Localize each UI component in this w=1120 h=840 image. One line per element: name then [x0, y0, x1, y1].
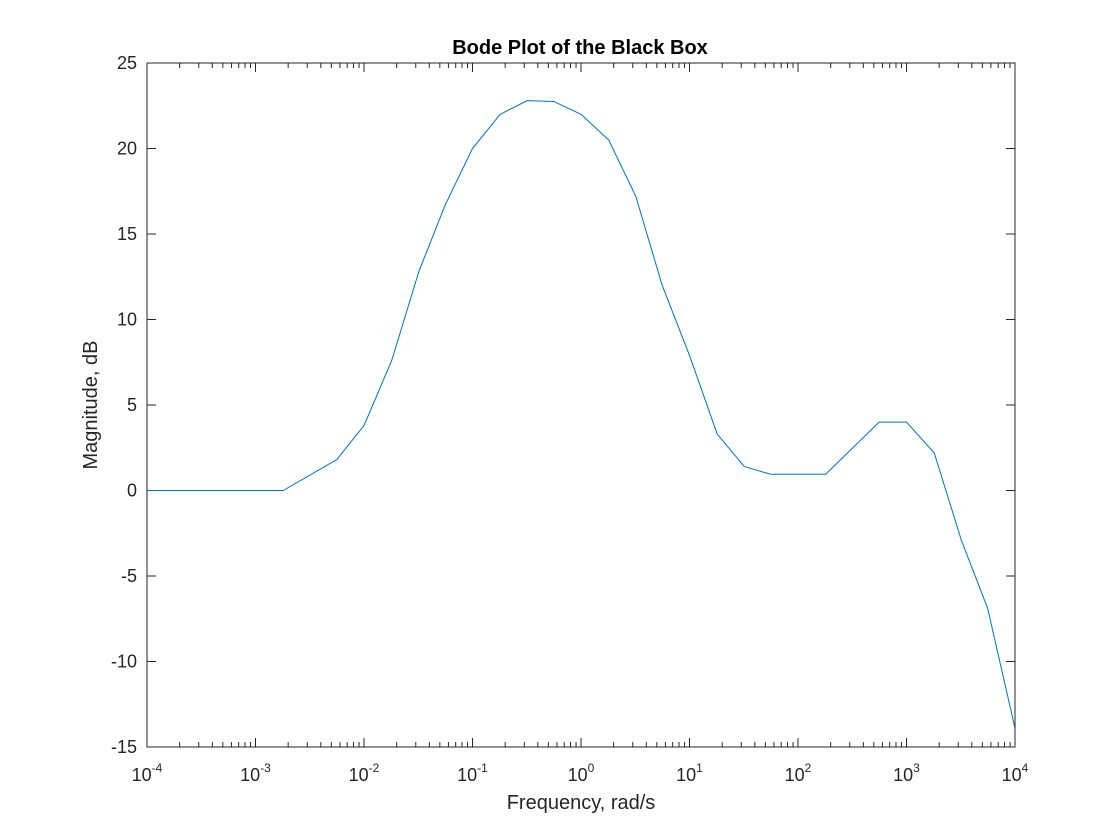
x-tick-label: 10-4 — [132, 761, 163, 785]
x-tick-exponent: 2 — [805, 761, 812, 775]
x-tick-exponent: 0 — [588, 761, 595, 775]
x-tick-base: 10 — [240, 765, 260, 785]
x-tick-base: 10 — [676, 765, 696, 785]
x-tick-label: 104 — [1002, 761, 1029, 785]
series-layer — [147, 100, 1016, 729]
x-tick-base: 10 — [893, 765, 913, 785]
y-tick-label: 20 — [117, 139, 137, 159]
y-tick-label: -15 — [111, 737, 137, 757]
plot-area — [147, 63, 1015, 747]
x-tick-base: 10 — [457, 765, 477, 785]
x-tick-label: 100 — [568, 761, 595, 785]
x-tick-base: 10 — [1002, 765, 1022, 785]
x-tick-exponent: -1 — [477, 761, 488, 775]
x-tick-exponent: -4 — [152, 761, 163, 775]
chart-title: Bode Plot of the Black Box — [452, 37, 708, 59]
x-tick-exponent: -2 — [369, 761, 380, 775]
x-tick-exponent: 3 — [913, 761, 920, 775]
y-tick-label: 10 — [117, 310, 137, 330]
y-tick-label: -10 — [111, 652, 137, 672]
y-tick-label: 5 — [127, 395, 137, 415]
x-minor-ticks — [179, 63, 1011, 747]
x-tick-label: 10-2 — [349, 761, 380, 785]
x-tick-label: 101 — [676, 761, 703, 785]
x-tick-label: 103 — [893, 761, 920, 785]
x-tick-labels: 10-4 10-3 10-2 10-1 100 101 102 103 104 — [132, 761, 1029, 785]
y-tick-label: 15 — [117, 224, 137, 244]
x-axis-title: Frequency, rad/s — [507, 792, 656, 814]
y-tick-label: 25 — [117, 53, 137, 73]
y-axis-title: Magnitude, dB — [80, 341, 102, 470]
x-tick-exponent: 1 — [696, 761, 703, 775]
axes-box — [146, 62, 1016, 748]
x-tick-base: 10 — [349, 765, 369, 785]
magnitude-line — [147, 100, 1016, 729]
x-tick-base: 10 — [785, 765, 805, 785]
x-tick-base: 10 — [568, 765, 588, 785]
y-tick-label: 0 — [127, 481, 137, 501]
y-tick-labels: 25 20 15 10 5 0 -5 -10 -15 — [111, 53, 137, 757]
x-tick-label: 10-1 — [457, 761, 488, 785]
x-tick-base: 10 — [132, 765, 152, 785]
x-tick-exponent: 4 — [1022, 761, 1029, 775]
x-tick-exponent: -3 — [260, 761, 271, 775]
x-tick-label: 10-3 — [240, 761, 271, 785]
x-tick-label: 102 — [785, 761, 812, 785]
y-tick-label: -5 — [121, 566, 137, 586]
